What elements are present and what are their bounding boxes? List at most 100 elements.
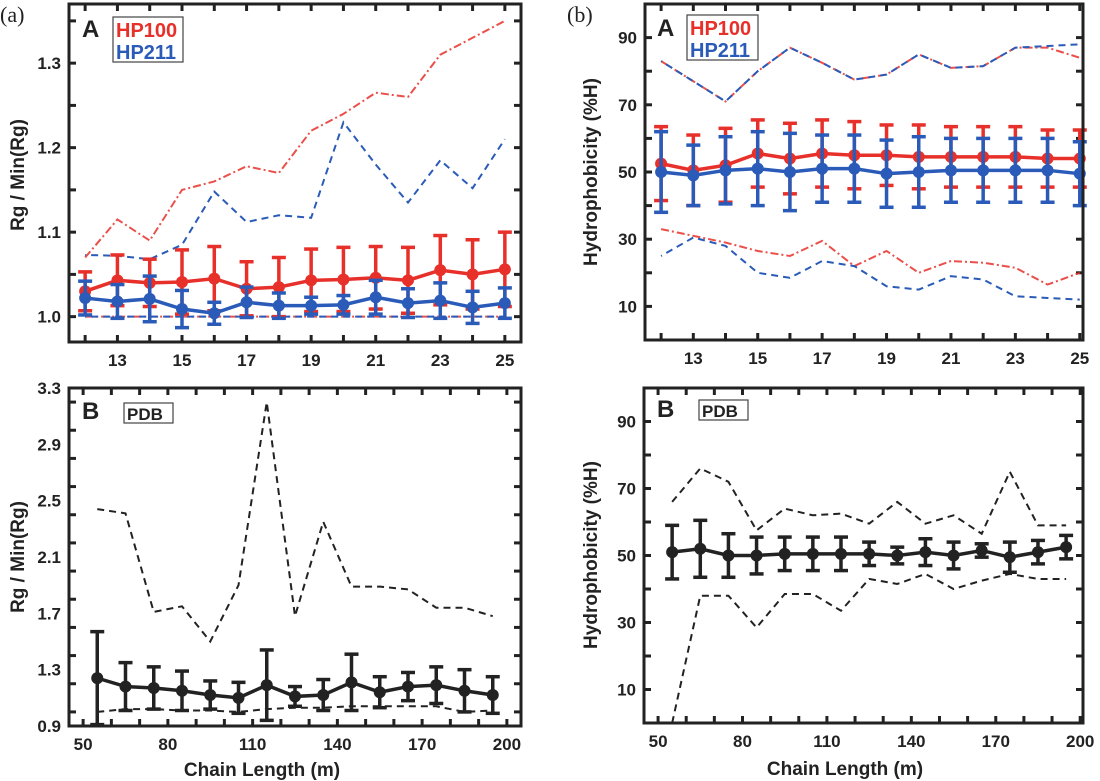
y-tick-label: 10 bbox=[618, 297, 637, 316]
x-tick-label: 170 bbox=[982, 732, 1010, 751]
x-tick-label: 15 bbox=[173, 351, 192, 370]
data-point-pdb bbox=[947, 549, 960, 562]
series-hp100-min-line bbox=[660, 228, 1081, 286]
x-tick-label: 50 bbox=[649, 732, 668, 751]
data-point-hp211 bbox=[719, 164, 732, 177]
y-axis-label-bB: Hydrophobicity (%H) bbox=[581, 461, 602, 649]
x-tick-label: 140 bbox=[323, 735, 351, 754]
series-hp211-min-line bbox=[660, 236, 1080, 301]
y-tick-label: 3.3 bbox=[37, 379, 61, 398]
data-point-pdb bbox=[806, 547, 819, 560]
x-axis-label-bB: Chain Length (m) bbox=[767, 759, 923, 780]
x-tick-label: 21 bbox=[941, 349, 960, 368]
y-tick-label: 90 bbox=[618, 29, 637, 48]
data-point-hp211 bbox=[1009, 164, 1022, 177]
data-point-pdb bbox=[289, 690, 301, 703]
data-point-hp211 bbox=[687, 169, 700, 182]
plots-layer: 13 15 17 19 21 23 25 1.0 1.1 1.2 1.3 50 80 110 140 170 2… bbox=[37, 2, 1094, 754]
data-point-pdb bbox=[919, 546, 932, 559]
x-tick-label: 19 bbox=[877, 349, 896, 368]
data-point-hp211 bbox=[337, 298, 350, 311]
x-tick-label: 200 bbox=[1066, 732, 1094, 751]
data-point-pdb bbox=[345, 676, 358, 689]
data-point-pdb bbox=[1031, 546, 1044, 559]
data-point-hp211 bbox=[466, 301, 479, 314]
y-tick-label: 70 bbox=[618, 96, 637, 115]
data-point-pdb bbox=[458, 684, 471, 697]
legend-bA: HP100 HP211 bbox=[686, 14, 759, 62]
data-point-hp100 bbox=[176, 276, 188, 289]
y-tick-label: 1.0 bbox=[37, 308, 61, 327]
x-tick-label: 80 bbox=[733, 732, 752, 751]
x-tick-label: 50 bbox=[74, 735, 93, 754]
data-point-hp211 bbox=[751, 162, 764, 175]
legend-entry-hp211: HP211 bbox=[690, 40, 750, 62]
data-point-hp211 bbox=[369, 291, 382, 304]
data-point-pdb bbox=[204, 689, 217, 702]
y-tick-label: 2.1 bbox=[37, 548, 61, 567]
data-point-pdb bbox=[317, 689, 330, 702]
data-point-pdb bbox=[91, 672, 104, 685]
y-tick-label: 2.5 bbox=[37, 492, 61, 511]
data-point-hp211 bbox=[208, 307, 221, 320]
series-pdb-max-line bbox=[97, 401, 494, 644]
y-tick-label: 0.9 bbox=[37, 717, 61, 736]
data-point-hp211 bbox=[176, 303, 188, 316]
x-tick-label: 13 bbox=[684, 349, 703, 368]
x-tick-label: 140 bbox=[897, 732, 925, 751]
data-point-hp211 bbox=[783, 166, 796, 178]
data-point-hp100 bbox=[402, 274, 414, 287]
x-tick-label: 80 bbox=[158, 735, 177, 754]
data-point-hp100 bbox=[337, 273, 350, 286]
data-point-hp211 bbox=[305, 299, 318, 312]
data-point-hp100 bbox=[498, 263, 511, 276]
data-point-hp211 bbox=[240, 296, 253, 309]
data-point-pdb bbox=[666, 546, 679, 559]
x-tick-label: 17 bbox=[813, 349, 832, 368]
data-point-hp211 bbox=[111, 295, 124, 308]
y-tick-label: 50 bbox=[617, 547, 636, 566]
data-point-pdb bbox=[430, 679, 443, 692]
chart-panel-0: 13 15 17 19 21 23 25 1.0 1.1 1.2 1.3 bbox=[37, 2, 523, 370]
panel-label-b: (b) bbox=[567, 2, 593, 27]
y-tick-label: 1.7 bbox=[37, 604, 61, 623]
y-tick-label: 10 bbox=[617, 681, 636, 700]
data-point-hp211 bbox=[1041, 164, 1054, 177]
data-point-pdb bbox=[891, 549, 904, 562]
data-point-hp211 bbox=[816, 162, 829, 175]
data-point-hp211 bbox=[977, 164, 990, 177]
chart-panel-2: 13 15 17 19 21 23 25 10 30 50 70 90 bbox=[618, 2, 1089, 368]
y-tick-label: 70 bbox=[617, 480, 636, 499]
y-tick-label: 90 bbox=[617, 413, 636, 432]
data-point-hp211 bbox=[944, 164, 957, 177]
data-point-hp211 bbox=[655, 166, 668, 178]
x-tick-label: 17 bbox=[237, 351, 256, 370]
legend-aA: HP100 HP211 bbox=[112, 16, 184, 64]
y-tick-label: 1.1 bbox=[37, 223, 61, 242]
data-point-pdb bbox=[147, 681, 160, 694]
data-point-pdb bbox=[373, 686, 386, 699]
legend-entry-hp211: HP211 bbox=[116, 42, 176, 64]
x-tick-label: 21 bbox=[366, 351, 385, 370]
data-point-pdb bbox=[486, 689, 499, 702]
y-tick-label: 2.9 bbox=[37, 435, 61, 454]
x-tick-label: 200 bbox=[493, 735, 521, 754]
data-point-pdb bbox=[1060, 541, 1073, 554]
data-point-hp100 bbox=[466, 268, 479, 281]
legend-entry-hp100: HP100 bbox=[116, 20, 177, 42]
series-hp100-max-line bbox=[84, 20, 506, 259]
data-point-pdb bbox=[863, 547, 876, 560]
subpanel-label-aB: B bbox=[82, 398, 99, 425]
legend-aB: PDB bbox=[123, 402, 174, 424]
subpanel-label-aA: A bbox=[82, 16, 99, 43]
x-tick-label: 13 bbox=[108, 351, 127, 370]
data-point-hp211 bbox=[143, 292, 156, 305]
panel-label-a: (a) bbox=[0, 2, 24, 27]
data-point-hp211 bbox=[434, 294, 447, 307]
legend-bB: PDB bbox=[698, 399, 749, 421]
data-point-pdb bbox=[778, 547, 791, 560]
legend-entry-pdb: PDB bbox=[127, 405, 163, 424]
legend-entry-pdb: PDB bbox=[702, 402, 738, 421]
data-point-hp211 bbox=[498, 297, 511, 310]
